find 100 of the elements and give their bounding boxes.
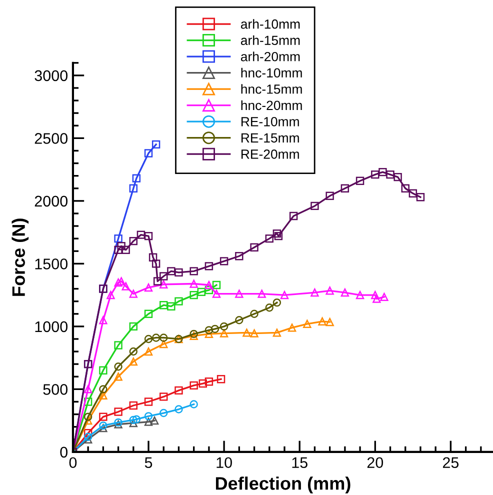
point (84, 432, 92, 441)
point (190, 381, 198, 390)
point (310, 202, 319, 210)
point (114, 278, 122, 287)
point (190, 280, 198, 288)
point (160, 280, 168, 288)
point (394, 172, 402, 182)
point (167, 302, 176, 310)
x-axis-title: Deflection (mm) (216, 476, 350, 494)
point (144, 412, 153, 420)
point (371, 170, 380, 179)
y-tick-label: 2000 (34, 196, 68, 207)
point (167, 267, 176, 276)
point (386, 170, 394, 179)
point (114, 341, 122, 350)
point (84, 416, 92, 425)
point (114, 372, 122, 381)
point (160, 392, 168, 401)
point (190, 290, 198, 300)
legend-label: hnc-20mm (241, 100, 302, 110)
point (122, 282, 130, 290)
point (326, 192, 334, 200)
x-tick-label: 10 (216, 457, 232, 468)
point (310, 288, 319, 297)
point (99, 385, 108, 394)
point (242, 328, 251, 337)
point (174, 268, 183, 277)
legend-label: arh-20mm (240, 52, 300, 62)
point (318, 317, 326, 326)
x-tick-label: 5 (144, 457, 152, 468)
point (272, 298, 282, 307)
point (289, 212, 298, 220)
y-tick-label: 0 (60, 446, 68, 458)
point (326, 318, 334, 326)
legend-label: RE-15mm (241, 133, 299, 143)
point (235, 316, 244, 324)
point (144, 232, 153, 240)
point (144, 310, 153, 318)
point (114, 234, 122, 243)
point (144, 283, 153, 292)
point (84, 398, 92, 406)
legend-label: hnc-10mm (241, 68, 302, 78)
point (129, 290, 138, 298)
point (153, 277, 162, 286)
point (378, 168, 387, 176)
legend-label: arh-15mm (240, 35, 300, 46)
x-tick-label: 20 (367, 457, 384, 468)
point (356, 290, 364, 300)
legend-label: arh-10mm (240, 19, 300, 29)
point (280, 290, 289, 300)
legend-label: RE-10mm (241, 116, 299, 126)
y-tick-label: 3000 (34, 70, 68, 82)
point (122, 246, 130, 254)
point (174, 386, 183, 395)
y-tick-label: 500 (43, 384, 68, 395)
point (265, 234, 274, 243)
point (99, 424, 108, 432)
point (84, 429, 92, 438)
point (99, 421, 108, 430)
point (272, 229, 282, 238)
point (114, 362, 122, 371)
point (84, 385, 92, 394)
point (144, 398, 153, 406)
point (129, 357, 138, 366)
point (212, 280, 221, 290)
point (356, 176, 364, 185)
point (204, 378, 214, 386)
point (174, 297, 183, 306)
point (129, 236, 138, 246)
point (129, 322, 138, 331)
point (204, 330, 214, 338)
point (408, 189, 418, 198)
point (258, 290, 266, 298)
point (129, 347, 138, 356)
point (372, 294, 381, 303)
point (129, 401, 138, 410)
point (190, 267, 198, 276)
point (152, 334, 160, 342)
point (148, 253, 158, 262)
point (99, 366, 108, 374)
point (150, 416, 159, 425)
point (210, 324, 220, 334)
y-tick-label: 1000 (35, 321, 68, 332)
point (114, 246, 122, 254)
point (204, 280, 214, 290)
point (250, 329, 258, 338)
point (117, 277, 126, 286)
point (235, 252, 244, 260)
point (106, 290, 115, 300)
point (216, 375, 226, 384)
x-tick-label: 25 (442, 457, 459, 468)
point (136, 230, 146, 239)
point (326, 286, 334, 295)
legend-label: hnc-15mm (241, 84, 302, 94)
point (197, 288, 206, 296)
point (265, 304, 274, 312)
point (132, 415, 141, 424)
point (84, 435, 92, 444)
point (250, 243, 258, 252)
point (235, 290, 244, 298)
